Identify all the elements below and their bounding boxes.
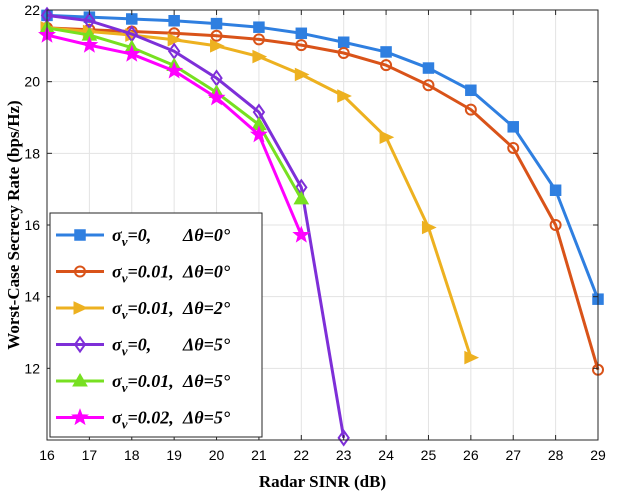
data-point-5-4: [207, 88, 226, 106]
y-tick-label: 16: [24, 217, 40, 233]
data-point-2-4: [210, 39, 225, 53]
x-tick-label: 29: [590, 447, 606, 463]
x-tick-label: 17: [82, 447, 98, 463]
x-tick-label: 18: [124, 447, 140, 463]
data-point-3-3: [167, 42, 181, 60]
data-point-1-5: [252, 33, 265, 46]
data-point-0-2: [126, 13, 138, 25]
data-point-5-1: [80, 35, 99, 53]
data-point-1-10: [464, 103, 477, 116]
data-point-2-10: [464, 350, 480, 365]
data-point-3-7: [337, 429, 350, 447]
legend-box: [49, 212, 263, 438]
data-point-0-7: [337, 36, 350, 48]
legend-label-2: σv=0.01, Δθ=2°: [112, 298, 231, 322]
legend-entry-5: σv=0.02, Δθ=5°: [56, 408, 231, 432]
series-line-3: [46, 13, 346, 439]
x-tick-label: 24: [378, 447, 394, 463]
data-point-2-6: [294, 67, 310, 82]
data-point-0-12: [549, 184, 562, 196]
legend-entry-0: σv=0, Δθ=0°: [56, 225, 231, 249]
data-point-5-2: [122, 44, 141, 62]
x-tick-label: 25: [421, 447, 437, 463]
x-tick-label: 26: [463, 447, 479, 463]
data-point-5-6: [292, 225, 311, 243]
y-tick-label: 18: [24, 145, 40, 161]
data-point-0-9: [422, 62, 435, 74]
legend-marker-2: [73, 301, 89, 315]
legend-label-3: σv=0, Δθ=5°: [112, 335, 231, 359]
data-point-1-11: [507, 141, 520, 154]
data-point-1-8: [380, 59, 393, 72]
series-2: [40, 21, 480, 365]
series-line-1: [46, 26, 600, 371]
x-axis-label: Radar SINR (dB): [259, 472, 386, 491]
data-point-0-10: [465, 84, 477, 97]
legend-marker-4: [72, 373, 88, 387]
legend-label-0: σv=0, Δθ=0°: [112, 225, 231, 249]
data-point-4-6: [293, 190, 310, 205]
x-tick-label: 22: [294, 447, 310, 463]
legend-label-5: σv=0.02, Δθ=5°: [112, 408, 231, 432]
data-point-1-6: [295, 39, 308, 52]
x-tick-label: 19: [166, 447, 182, 463]
x-tick-label: 21: [251, 447, 267, 463]
data-point-1-12: [549, 219, 562, 231]
data-point-5-3: [165, 61, 184, 79]
y-tick-label: 20: [24, 74, 40, 90]
legend-entry-3: σv=0, Δθ=5°: [56, 335, 231, 359]
y-tick-label: 22: [24, 2, 40, 18]
legend-entry-4: σv=0.01, Δθ=5°: [56, 371, 231, 395]
legend-marker-5: [71, 408, 89, 426]
y-axis-label: Worst-Case Secrecy Rate (bps/Hz): [4, 100, 23, 349]
data-point-2-3: [167, 32, 183, 47]
data-point-5-5: [249, 125, 268, 143]
data-point-0-6: [295, 27, 308, 40]
data-point-0-8: [380, 46, 392, 58]
series-0: [41, 9, 604, 305]
legend-label-4: σv=0.01, Δθ=5°: [112, 371, 231, 395]
legend-entry-2: σv=0.01, Δθ=2°: [56, 298, 231, 322]
legend-label-1: σv=0.01, Δθ=0°: [112, 262, 231, 286]
data-point-3-4: [210, 69, 223, 87]
x-tick-label: 27: [505, 447, 521, 463]
data-point-0-3: [168, 15, 180, 27]
x-tick-label: 20: [209, 447, 225, 463]
series-line-0: [46, 13, 600, 300]
data-point-2-7: [337, 89, 352, 103]
legend-marker-1: [74, 265, 86, 278]
legend-entry-1: σv=0.01, Δθ=0°: [56, 262, 231, 286]
y-tick-label: 14: [24, 289, 40, 305]
data-point-1-4: [210, 29, 223, 42]
legend-marker-0: [74, 229, 86, 241]
data-point-0-11: [507, 121, 519, 133]
x-tick-label: 28: [548, 447, 564, 463]
data-point-2-9: [421, 220, 437, 235]
data-point-1-9: [422, 79, 435, 92]
data-point-0-4: [210, 17, 223, 30]
series-layer: [38, 6, 604, 447]
y-tick-label: 12: [24, 360, 40, 376]
legend-marker-3: [73, 335, 87, 354]
legend: σv=0, Δθ=0° σv=0.01, Δθ=0° σv=0.01, Δθ=2° σv=0…: [49, 212, 263, 438]
data-point-0-5: [253, 21, 265, 33]
data-point-2-5: [252, 49, 268, 64]
x-tick-label: 16: [39, 447, 55, 463]
data-point-1-7: [337, 47, 350, 59]
data-point-2-8: [379, 130, 395, 144]
x-tick-label: 23: [336, 447, 352, 463]
